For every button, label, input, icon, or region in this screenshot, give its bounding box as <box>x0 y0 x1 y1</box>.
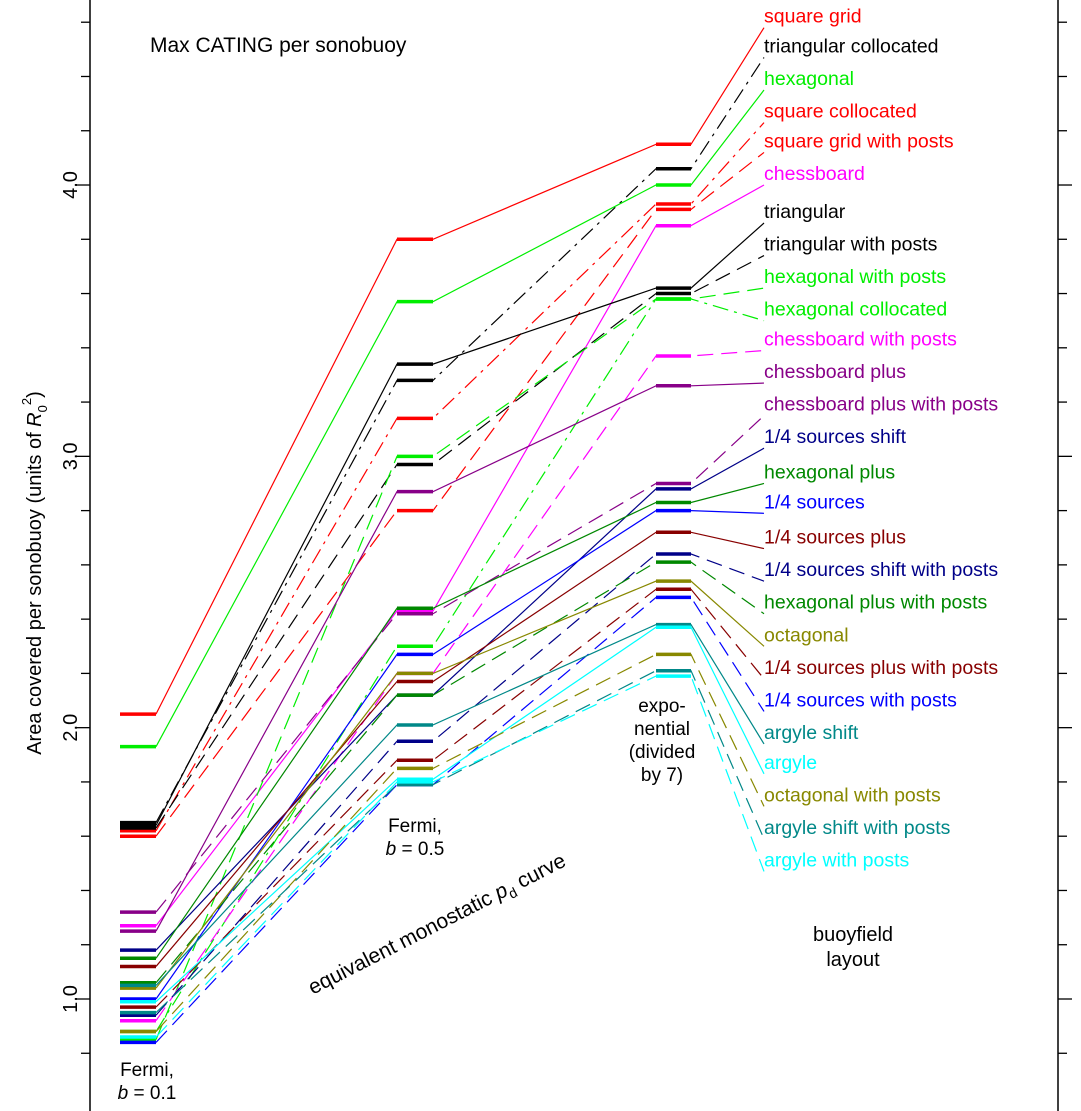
y-axis-label-sup: 2 <box>19 398 34 405</box>
series-line-triangular-collocated <box>155 57 765 823</box>
plot-frame <box>89 0 1059 1111</box>
x-axis-label: equivalent monostatic pd curve <box>305 849 571 1002</box>
layout-heading: buoyfield layout <box>813 924 893 971</box>
series-line-square-collocated <box>155 122 765 832</box>
series-line-argyle-shift-with-posts <box>155 670 765 1014</box>
category-label-line: by 7) <box>641 765 683 786</box>
series-label-1-4-sources-plus-with-posts: 1/4 sources plus with posts <box>764 657 998 679</box>
series-label-argyle-shift: argyle shift <box>764 722 859 744</box>
series-line-hexagonal-plus-with-posts <box>155 561 765 984</box>
y-axis-label-r: R <box>24 412 46 426</box>
series-label-square-collocated: square collocated <box>764 101 917 123</box>
category-label-line: b = 0.1 <box>118 1083 177 1104</box>
series-label-chessboard-plus-with-posts: chessboard plus with posts <box>764 394 998 416</box>
y-axis-label: Area covered per sonobuoy (units of R02) <box>19 391 50 755</box>
series-label-1-4-sources-plus: 1/4 sources plus <box>764 527 906 549</box>
series-line-argyle-with-posts <box>155 675 765 1038</box>
series-line-1-4-sources-plus <box>155 531 765 967</box>
series-label-square-grid-with-posts: square grid with posts <box>764 130 954 152</box>
series-label-1-4-sources-with-posts: 1/4 sources with posts <box>764 689 957 711</box>
category-label-line: Fermi, <box>388 816 442 837</box>
series-labels: square grid triangular collocated hexagona… <box>764 6 998 872</box>
category-label: Fermi, b = 0.1 <box>118 1060 177 1104</box>
series-line-hexagonal-plus <box>155 482 765 959</box>
category-label-value: = 0.1 <box>128 1083 176 1104</box>
y-axis-label-suffix: ) <box>24 391 46 398</box>
series-label-1-4-sources: 1/4 sources <box>764 491 865 513</box>
series-line-1-4-sources <box>155 510 765 1000</box>
series-line-chessboard-plus-with-posts <box>155 415 765 913</box>
series-label-hexagonal-with-posts: hexagonal with posts <box>764 266 946 288</box>
series-label-octagonal: octagonal <box>764 624 849 646</box>
series-label-hexagonal-plus: hexagonal plus <box>764 461 895 483</box>
y-tick-labels: 1.0 2.0 3.0 4.0 <box>60 171 82 1013</box>
x-axis-label-prefix: equivalent monostatic <box>305 884 502 999</box>
y-tick-label: 3.0 <box>60 442 82 470</box>
layout-heading-line-2: layout <box>826 949 880 971</box>
series-label-argyle: argyle <box>764 752 817 774</box>
series-line-triangular <box>155 222 765 826</box>
y-tick-label: 4.0 <box>60 171 82 199</box>
category-label: expo-nential (divided by 7) <box>629 696 696 786</box>
series-line-chessboard-with-posts <box>155 349 765 1022</box>
category-label-line: b = 0.5 <box>386 839 445 860</box>
category-label: Fermi, b = 0.5 <box>386 816 445 860</box>
series-label-triangular-with-posts: triangular with posts <box>764 234 938 256</box>
y-tick-label: 2.0 <box>60 714 82 742</box>
category-label-line: (divided <box>629 742 696 763</box>
series-line-hexagonal <box>155 89 765 747</box>
series-label-hexagonal: hexagonal <box>764 68 854 90</box>
series-label-1-4-sources-shift-with-posts: 1/4 sources shift with posts <box>764 559 998 581</box>
series-line-argyle-shift <box>155 623 765 986</box>
series-line-hexagonal-collocated <box>155 298 765 1032</box>
series-label-triangular-collocated: triangular collocated <box>764 35 939 57</box>
series-label-hexagonal-collocated: hexagonal collocated <box>764 299 947 321</box>
category-label-line: expo- <box>638 696 686 717</box>
series-label-chessboard-plus: chessboard plus <box>764 361 906 383</box>
series-markers <box>120 142 691 1045</box>
series-label-chessboard: chessboard <box>764 163 865 185</box>
axis-ticks <box>76 21 1072 1054</box>
series-label-argyle-shift-with-posts: argyle shift with posts <box>764 817 951 839</box>
series-lines <box>155 27 765 1043</box>
series-line-hexagonal-with-posts <box>155 287 765 1040</box>
y-tick-label: 1.0 <box>60 985 82 1013</box>
category-label-line: Fermi, <box>120 1060 174 1081</box>
y-axis-label-prefix: Area covered per sonobuoy (units of <box>24 427 46 755</box>
category-label-value: = 0.5 <box>396 839 444 860</box>
series-line-chessboard-plus <box>155 382 765 932</box>
category-label-symbol: b <box>118 1083 129 1104</box>
layout-heading-line-1: buoyfield <box>813 924 893 946</box>
x-axis-label-suffix: curve <box>508 849 569 895</box>
chart-title: Max CATING per sonobuoy <box>150 34 407 57</box>
series-label-hexagonal-plus-with-posts: hexagonal plus with posts <box>764 592 988 614</box>
category-label-symbol: b <box>386 839 397 860</box>
series-line-octagonal <box>155 580 765 989</box>
series-label-chessboard-with-posts: chessboard with posts <box>764 329 957 351</box>
series-label-argyle-with-posts: argyle with posts <box>764 849 909 871</box>
series-line-octagonal-with-posts <box>155 653 765 1032</box>
series-line-triangular-with-posts <box>155 255 765 829</box>
series-line-argyle <box>155 626 765 1003</box>
series-label-1-4-sources-shift: 1/4 sources shift <box>764 426 907 448</box>
series-label-triangular: triangular <box>764 201 846 223</box>
category-label-line: nential <box>634 719 690 740</box>
y-axis-label-sub: 0 <box>35 405 50 412</box>
series-line-1-4-sources-shift <box>155 447 765 951</box>
series-line-square-grid <box>155 27 765 715</box>
series-line-1-4-sources-with-posts <box>155 596 765 1043</box>
series-label-square-grid: square grid <box>764 6 862 28</box>
series-label-octagonal-with-posts: octagonal with posts <box>764 784 941 806</box>
